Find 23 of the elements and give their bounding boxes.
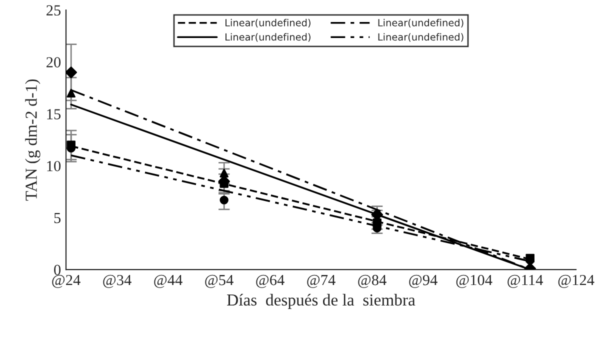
y-tick-label: 0 xyxy=(54,264,61,276)
x-tick-label: @94 xyxy=(409,274,438,288)
x-tick-label: @34 xyxy=(103,274,132,288)
legend-label: Linear(undefined) xyxy=(378,18,464,28)
y-tick-label: 25 xyxy=(46,5,61,16)
legend-label: Linear(undefined) xyxy=(226,18,310,28)
x-axis-title: Días después de la siembra xyxy=(227,294,416,310)
x-tick-label: @44 xyxy=(154,274,182,288)
x-tick-label: @84 xyxy=(358,274,386,288)
y-tick-label: 10 xyxy=(47,160,61,172)
x-tick-label: @124 xyxy=(558,274,594,288)
y-axis-title: TAN (g dm-2 d-1) xyxy=(25,79,40,201)
x-tick-label: @74 xyxy=(307,274,336,288)
x-tick-label: @114 xyxy=(508,274,543,288)
y-tick-label: 20 xyxy=(46,57,61,68)
x-tick-label: @54 xyxy=(205,274,234,288)
y-tick-label: 5 xyxy=(54,213,61,224)
x-tick-label: @104 xyxy=(456,274,492,288)
x-tick-label: @64 xyxy=(256,274,284,288)
x-tick-label: @24 xyxy=(52,274,80,288)
legend-label: Linear(undefined) xyxy=(378,33,464,42)
legend-label: Linear(undefined) xyxy=(226,33,310,42)
y-tick-label: 15 xyxy=(47,109,61,120)
